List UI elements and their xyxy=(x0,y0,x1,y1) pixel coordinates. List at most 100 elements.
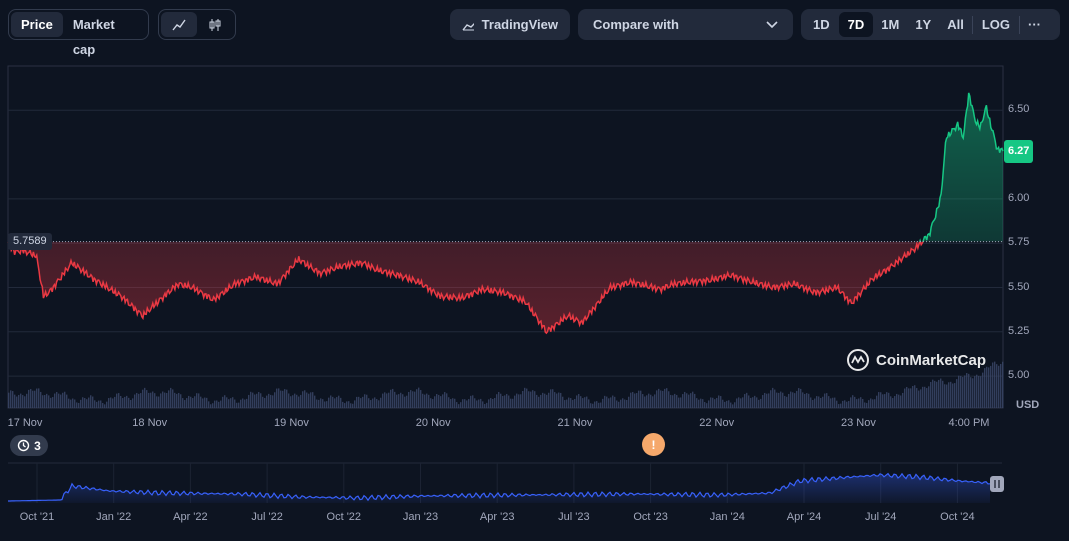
volume-bar xyxy=(512,398,514,408)
volume-bar xyxy=(814,398,816,408)
volume-bar xyxy=(320,398,322,408)
tab-market-cap[interactable]: Market cap xyxy=(72,17,115,57)
volume-bar xyxy=(940,378,942,408)
line-chart-button[interactable] xyxy=(161,12,197,37)
volume-bar xyxy=(194,396,196,408)
volume-bar xyxy=(600,402,602,408)
navigator[interactable] xyxy=(8,462,1004,503)
volume-bar xyxy=(280,390,282,408)
volume-bar xyxy=(424,394,426,408)
volume-bar xyxy=(294,393,296,408)
volume-bar xyxy=(134,394,136,408)
navigator-area xyxy=(8,473,990,503)
y-tick-label: 5.50 xyxy=(1008,280,1030,293)
volume-bar xyxy=(914,385,916,408)
volume-bar xyxy=(144,387,146,408)
volume-bar xyxy=(866,402,868,408)
volume-bar xyxy=(480,398,482,408)
volume-bar xyxy=(72,398,74,408)
events-button[interactable]: 3 xyxy=(10,435,48,456)
volume-bar xyxy=(68,398,70,408)
volume-bar xyxy=(632,392,634,408)
volume-bar xyxy=(40,391,42,408)
volume-bar xyxy=(470,395,472,408)
volume-bar xyxy=(34,390,36,408)
volume-bar xyxy=(908,388,910,408)
volume-bar xyxy=(400,392,402,408)
volume-bar xyxy=(740,398,742,408)
tradingview-button[interactable]: TradingView xyxy=(450,9,570,40)
volume-bar xyxy=(734,402,736,408)
price-areas xyxy=(8,92,1003,334)
log-scale-button[interactable]: LOG xyxy=(981,17,1011,32)
volume-bar xyxy=(444,392,446,408)
volume-bar xyxy=(708,400,710,408)
volume-bar xyxy=(180,394,182,408)
volume-bar xyxy=(234,399,236,408)
volume-bar xyxy=(670,394,672,408)
volume-bar xyxy=(128,397,130,408)
volume-bar xyxy=(864,402,866,408)
range-7d-button[interactable]: 7D xyxy=(838,12,874,37)
volume-bar xyxy=(1002,361,1004,408)
volume-bar xyxy=(494,397,496,408)
volume-bar xyxy=(526,388,528,408)
volume-bar xyxy=(268,393,270,408)
volume-bar xyxy=(252,392,254,408)
volume-bar xyxy=(262,396,264,408)
x-tick-label: 23 Nov xyxy=(840,417,876,429)
volume-bar xyxy=(658,388,660,408)
navigator-tick-label: Jul '22 xyxy=(251,511,283,523)
volume-bar xyxy=(462,399,464,408)
volume-bar xyxy=(386,393,388,408)
volume-bar xyxy=(146,390,148,408)
volume-bar xyxy=(562,396,564,408)
volume-bar xyxy=(802,392,804,408)
volume-bar xyxy=(528,391,530,408)
volume-bar xyxy=(692,391,694,408)
volume-bar xyxy=(596,401,598,408)
volume-bar xyxy=(202,398,204,408)
volume-bar xyxy=(458,404,460,408)
volume-bar xyxy=(950,381,952,408)
volume-bar xyxy=(728,400,730,408)
volume-bar xyxy=(50,397,52,408)
navigator-handle[interactable] xyxy=(990,476,1004,492)
volume-bar xyxy=(304,390,306,408)
range-1y-button[interactable]: 1Y xyxy=(915,17,932,32)
volume-bar xyxy=(306,392,308,408)
event-marker[interactable]: ! xyxy=(642,433,665,456)
volume-bar xyxy=(912,385,914,408)
volume-bar xyxy=(850,397,852,408)
y-tick-label: 6.50 xyxy=(1008,103,1030,116)
volume-bar xyxy=(414,391,416,408)
volume-bar xyxy=(198,393,200,408)
volume-bar xyxy=(954,383,956,408)
volume-bar xyxy=(886,392,888,408)
event-marker-label: ! xyxy=(651,437,656,452)
volume-bar xyxy=(418,387,420,408)
volume-bar xyxy=(888,392,890,408)
more-options-button[interactable]: ··· xyxy=(1028,17,1042,32)
volume-bar xyxy=(930,381,932,408)
volume-bar xyxy=(616,400,618,408)
candlestick-button[interactable] xyxy=(197,12,233,37)
volume-bar xyxy=(482,401,484,408)
volume-bar xyxy=(224,395,226,408)
range-1d-button[interactable]: 1D xyxy=(813,17,830,32)
volume-bar xyxy=(896,393,898,408)
range-1m-button[interactable]: 1M xyxy=(881,17,900,32)
volume-bar xyxy=(662,390,664,408)
tab-price[interactable]: Price xyxy=(11,12,63,37)
volume-bar xyxy=(214,400,216,408)
watermark: CoinMarketCap xyxy=(846,348,986,372)
volume-bar xyxy=(790,391,792,408)
volume-bar xyxy=(328,397,330,408)
range-all-button[interactable]: All xyxy=(947,17,964,32)
volume-bar xyxy=(534,391,536,408)
volume-bar xyxy=(186,398,188,408)
volume-bar xyxy=(856,399,858,408)
compare-with-dropdown[interactable]: Compare with xyxy=(578,9,793,40)
volume-bar xyxy=(368,398,370,408)
